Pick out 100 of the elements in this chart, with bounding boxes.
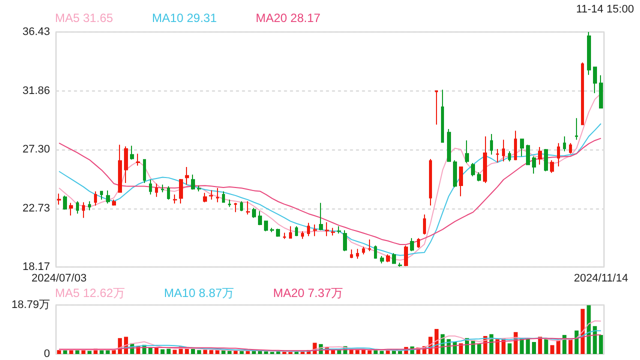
bar xyxy=(526,338,530,354)
candlestick xyxy=(69,202,73,216)
candlestick xyxy=(112,199,116,206)
candlestick xyxy=(203,192,207,203)
text: 11-14 15:00 xyxy=(576,4,634,16)
y-tick-label: 27.30 xyxy=(22,144,50,156)
candlestick xyxy=(410,238,414,252)
bar xyxy=(544,339,548,354)
bar xyxy=(568,339,573,354)
candlestick xyxy=(136,153,140,166)
candlestick xyxy=(143,159,146,184)
candlestick xyxy=(246,200,250,215)
candlestick xyxy=(264,220,268,232)
candlestick xyxy=(118,144,122,193)
bar xyxy=(532,342,536,354)
candlestick xyxy=(307,222,310,237)
bar xyxy=(264,351,268,354)
bar xyxy=(368,350,372,354)
candlestick xyxy=(161,184,164,193)
bar xyxy=(209,350,214,354)
candlestick xyxy=(575,118,578,140)
bar xyxy=(562,334,566,354)
bar xyxy=(361,350,366,354)
y-tick-label: 18.79万 xyxy=(11,299,50,311)
y-tick-label: 31.86 xyxy=(22,84,50,97)
candlestick xyxy=(508,150,511,162)
candlestick xyxy=(216,187,219,203)
candlestick xyxy=(167,186,170,200)
line-series xyxy=(58,334,602,352)
candlestick xyxy=(380,256,384,264)
candlestick xyxy=(490,134,493,156)
candlestick xyxy=(276,228,280,238)
candlestick xyxy=(222,190,225,203)
candlestick xyxy=(386,254,390,263)
bar xyxy=(221,350,226,354)
bar xyxy=(172,350,177,354)
candlestick xyxy=(252,207,256,218)
bar xyxy=(398,350,402,354)
candlestick xyxy=(88,200,91,211)
bar xyxy=(380,350,384,354)
text: MA5 12.62万 xyxy=(55,286,126,300)
x-tick-label: 2024/11/14 xyxy=(574,272,628,284)
bar xyxy=(57,350,62,354)
bar xyxy=(556,340,560,354)
bar xyxy=(112,350,116,354)
bar xyxy=(228,350,232,354)
candlestick xyxy=(301,230,304,240)
candlestick xyxy=(234,202,237,213)
line-series xyxy=(58,93,602,261)
candlestick xyxy=(429,158,432,206)
candlestick xyxy=(404,245,408,267)
y-tick-label: 22.73 xyxy=(22,202,50,214)
candlestick xyxy=(362,246,365,255)
candlestick xyxy=(569,142,572,154)
candlestick xyxy=(106,190,110,204)
candlestick xyxy=(398,262,402,268)
candlestick xyxy=(447,128,451,162)
candlestick xyxy=(100,190,103,200)
bar xyxy=(355,350,360,354)
bar xyxy=(452,342,457,354)
candlestick xyxy=(599,74,603,109)
candlestick xyxy=(587,32,591,76)
candlestick xyxy=(483,136,487,184)
candlestick xyxy=(94,190,97,206)
candlestick xyxy=(532,156,536,174)
candlestick xyxy=(179,178,183,204)
text: MA10 29.31 xyxy=(152,11,218,25)
line-series xyxy=(58,138,602,245)
y-tick-label: 0 xyxy=(44,348,50,360)
candlestick xyxy=(240,200,243,212)
candlestick xyxy=(130,145,134,160)
candlestick xyxy=(544,148,548,172)
bar xyxy=(197,350,202,354)
candlestick xyxy=(441,89,444,143)
candlestick xyxy=(471,162,475,177)
candlestick xyxy=(63,195,67,210)
bar xyxy=(215,350,220,354)
candlestick xyxy=(514,130,517,161)
bar xyxy=(252,350,256,354)
candlestick xyxy=(331,227,335,236)
candlestick xyxy=(417,238,420,248)
candlestick xyxy=(124,146,128,184)
candlestick xyxy=(173,194,177,204)
candlestick xyxy=(185,166,189,186)
candlestick xyxy=(593,66,597,94)
bar xyxy=(538,336,542,354)
candlestick xyxy=(155,183,158,198)
bar xyxy=(598,334,603,354)
candlestick xyxy=(526,144,530,166)
candlestick xyxy=(563,136,566,152)
candlestick xyxy=(581,62,584,126)
candlestick xyxy=(520,138,524,157)
bar xyxy=(246,350,250,354)
bar xyxy=(586,305,591,354)
text: MA20 7.37万 xyxy=(273,286,344,300)
y-tick-label: 36.43 xyxy=(22,26,50,38)
bar xyxy=(87,350,92,354)
candlestick xyxy=(557,142,560,167)
candlestick xyxy=(197,185,201,192)
candlestick xyxy=(392,252,396,264)
